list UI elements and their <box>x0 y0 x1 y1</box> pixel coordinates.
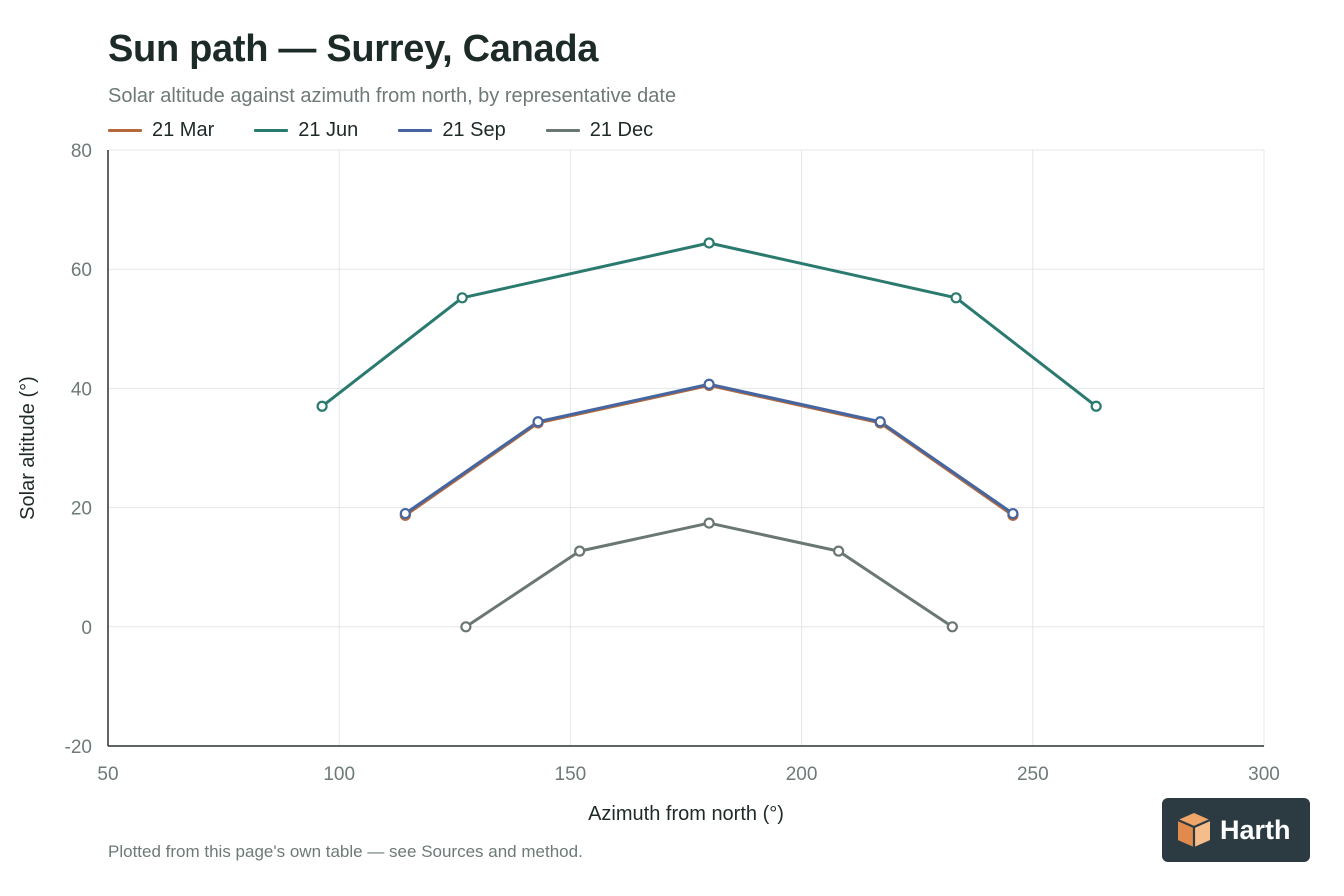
x-tick-label: 50 <box>97 764 118 785</box>
data-point <box>532 416 544 428</box>
legend-label: 21 Jun <box>298 119 359 141</box>
x-tick-label: 150 <box>555 764 587 785</box>
x-tick-label: 200 <box>786 764 818 785</box>
legend-swatch <box>545 129 580 132</box>
y-tick-label: 60 <box>71 260 92 281</box>
data-point <box>703 237 715 249</box>
legend-swatch <box>254 129 289 132</box>
x-axis-label: Azimuth from north (°) <box>588 803 784 825</box>
y-tick-label: -20 <box>65 737 92 758</box>
data-point <box>1007 507 1019 520</box>
y-tick-label: 0 <box>81 618 92 639</box>
footnote: Plotted from this page's own table — see… <box>108 842 583 861</box>
y-tick-label: 20 <box>71 499 92 520</box>
data-point <box>460 621 472 633</box>
y-tick-label: 40 <box>71 379 92 400</box>
data-point <box>874 416 886 428</box>
data-point <box>574 545 586 557</box>
harth-logo: Harth <box>1162 798 1310 862</box>
data-point <box>456 292 468 304</box>
chart-title: Sun path — Surrey, Canada <box>108 28 599 70</box>
legend-item: 21 Jun <box>254 119 358 142</box>
data-point <box>832 545 845 557</box>
legend-swatch <box>398 129 433 132</box>
legend-label: 21 Dec <box>589 119 654 141</box>
series-line <box>464 521 954 629</box>
data-point <box>946 621 958 633</box>
x-tick-label: 250 <box>1017 764 1049 785</box>
data-point <box>1090 400 1102 412</box>
legend-label: 21 Sep <box>442 119 506 141</box>
x-tick-label: 300 <box>1248 764 1280 785</box>
legend-item: 21 Mar <box>108 119 214 142</box>
data-point <box>950 292 962 304</box>
chart-legend: 21 Mar 21 Jun 21 Sep 21 Dec <box>108 119 693 142</box>
legend-item: 21 Sep <box>398 119 506 142</box>
logo-text: Harth <box>1220 814 1291 845</box>
y-tick-label: 80 <box>71 141 92 162</box>
series-line <box>403 382 1015 516</box>
data-point <box>703 517 715 529</box>
data-point <box>316 400 328 412</box>
legend-item: 21 Dec <box>545 119 654 142</box>
cube-logo-icon <box>1177 813 1211 847</box>
x-tick-label: 100 <box>323 764 355 785</box>
chart-subtitle: Solar altitude against azimuth from nort… <box>108 85 677 107</box>
data-point <box>703 378 715 390</box>
legend-label: 21 Mar <box>152 119 215 141</box>
y-axis-label: Solar altitude (°) <box>17 376 39 520</box>
data-point <box>399 507 411 520</box>
legend-swatch <box>108 129 142 132</box>
